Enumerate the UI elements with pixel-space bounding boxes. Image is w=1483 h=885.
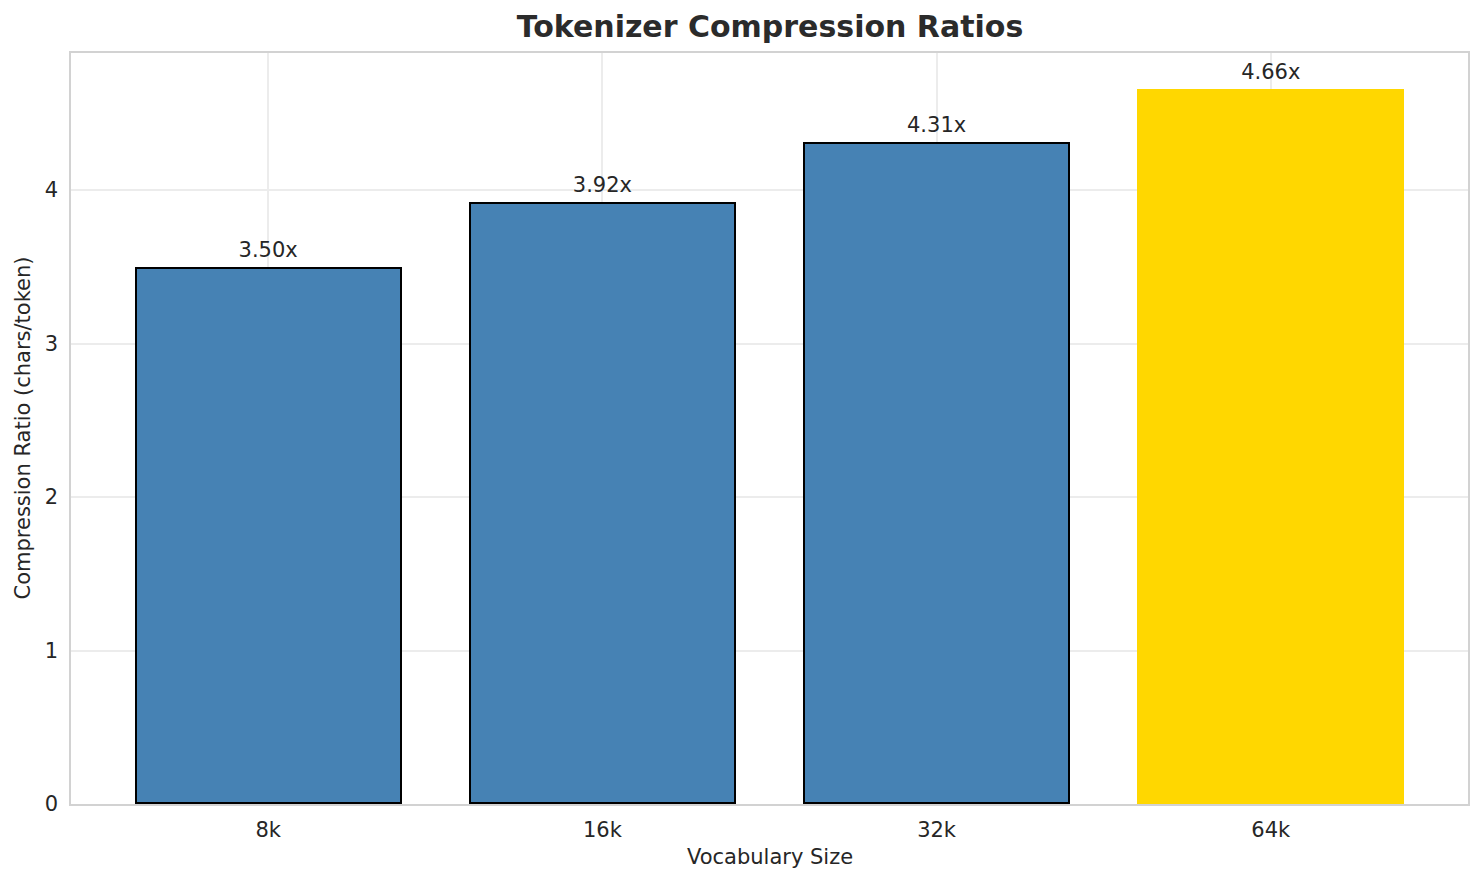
bar: [469, 202, 736, 804]
chart-title: Tokenizer Compression Ratios: [517, 9, 1024, 44]
x-tick-label: 64k: [1251, 818, 1290, 842]
x-tick-label: 8k: [255, 818, 281, 842]
x-tick-label: 32k: [917, 818, 956, 842]
x-axis-label: Vocabulary Size: [687, 845, 853, 869]
bar-value-label: 4.66x: [1241, 60, 1300, 84]
y-tick-label: 1: [0, 638, 58, 664]
y-tick-label: 4: [0, 177, 58, 203]
bar-value-label: 3.92x: [573, 173, 632, 197]
bar-value-label: 3.50x: [239, 238, 298, 262]
x-tick-label: 16k: [583, 818, 622, 842]
y-tick-label: 0: [0, 791, 58, 817]
bar: [1137, 89, 1404, 804]
y-axis-label: Compression Ratio (chars/token): [11, 256, 35, 599]
bar-value-label: 4.31x: [907, 113, 966, 137]
bar: [803, 142, 1070, 804]
bar-chart-figure: Tokenizer Compression Ratios 3.50x 3.92x 4…: [0, 0, 1483, 885]
bar: [135, 267, 402, 804]
